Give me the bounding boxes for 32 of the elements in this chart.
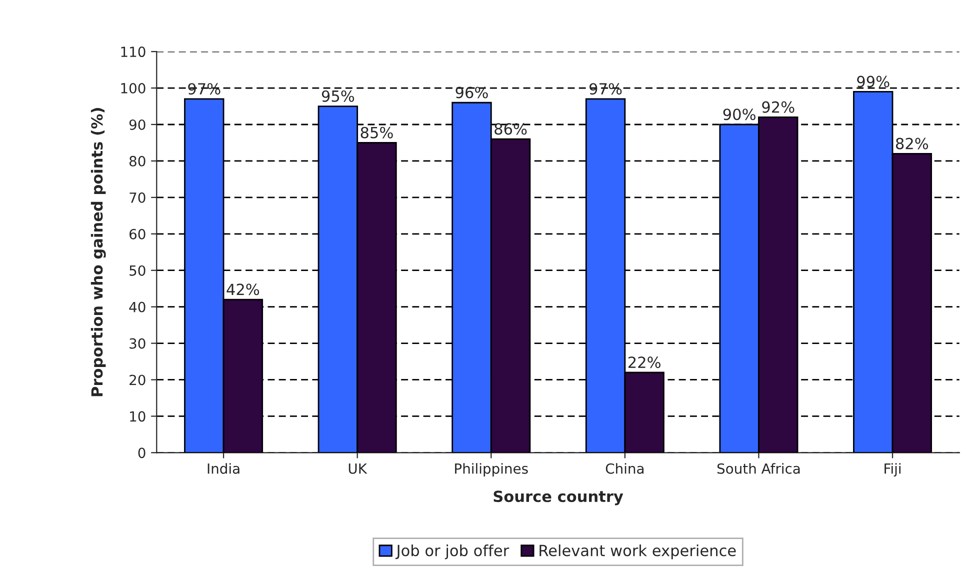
data-label: 99% [857,76,890,88]
y-tick-label: 30 [130,338,146,349]
y-tick-label: 80 [129,156,146,166]
y-tick-label: 50 [130,265,146,276]
x-tick-label: Philippines [455,463,528,477]
x-tick-label: China [606,463,644,474]
y-tick-label: 60 [130,228,146,240]
x-tick-label: UK [348,464,368,474]
data-label: 42% [226,284,260,296]
y-tick-label: 90 [129,119,146,130]
y-tick-label: 110 [121,46,146,58]
y-tick-label: 0 [138,448,146,458]
x-tick-label: South Africa [717,463,800,474]
y-tick-label: 40 [129,302,146,312]
legend-label: Job or job offer [396,544,510,560]
y-tick-label: 100 [121,83,146,94]
data-label: 22% [628,356,660,368]
data-label: 85% [360,126,393,138]
data-label: 86% [494,123,527,135]
y-axis-title: Proportion who gained points (%) [90,108,106,396]
data-label: 82% [896,138,928,150]
x-axis-title: Source country [494,490,624,506]
y-tick-label: 10 [130,411,146,422]
x-tick-label: India [208,463,240,474]
data-label: 95% [322,90,354,102]
y-tick-label: 70 [130,192,146,203]
x-tick-label: Fiji [884,463,900,477]
data-label: 90% [723,108,756,120]
legend-label: Relevant work experience [540,544,736,560]
data-label: 92% [762,101,794,113]
data-label: 96% [456,86,488,98]
y-tick-label: 20 [130,374,146,386]
